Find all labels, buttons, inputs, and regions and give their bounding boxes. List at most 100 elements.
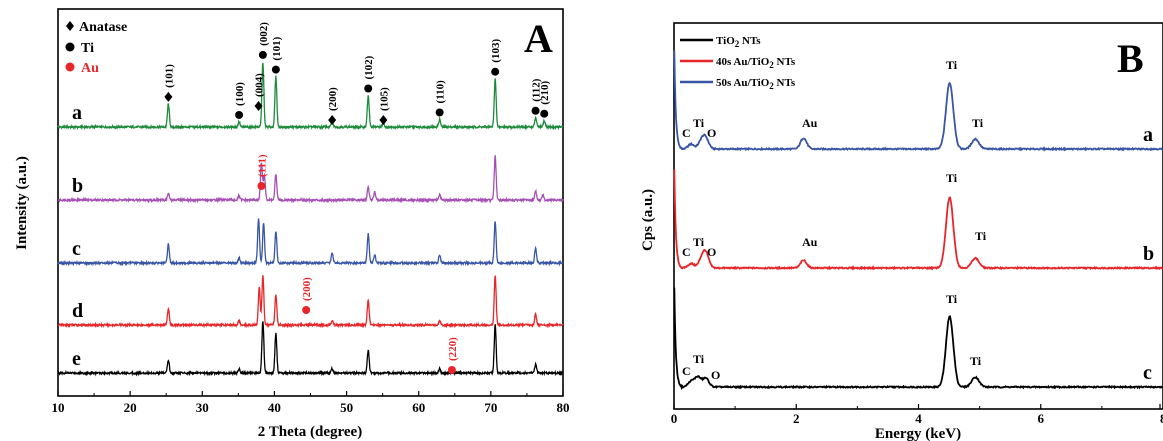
element-label: Ti [693, 352, 705, 366]
panel-a-letter: A [524, 16, 553, 61]
panel-a-ylabel: Intensity (a.u.) [14, 156, 30, 250]
element-label: Au [802, 235, 818, 249]
legend-anatase-label: Anatase [79, 20, 127, 35]
peak-label: (002) [258, 22, 270, 46]
peak-label: (200) [301, 277, 313, 301]
peak-marker-diamond [254, 101, 263, 111]
x-tick-label: 40 [268, 400, 281, 415]
legend-au-label: Au [81, 61, 99, 76]
x-tick-label: 8 [1160, 411, 1163, 426]
x-tick-label: 20 [124, 400, 137, 415]
panel-b-series: a b c [673, 50, 1163, 391]
xrd-curve-b [57, 155, 564, 204]
peak-marker-circle [271, 65, 280, 74]
xrd-curve-c [57, 218, 564, 267]
peak-label: (102) [363, 55, 375, 79]
panel-b-letter: B [1117, 36, 1144, 81]
eds-curve-label-c: c [1143, 362, 1152, 384]
panel-a-peak-annotations: (101)(100) (004)(002)(101)(200)(102)(105)… [163, 22, 551, 374]
xrd-curve-e [57, 321, 564, 377]
x-tick-label: 10 [52, 400, 65, 415]
legend-anatase-marker [66, 21, 74, 31]
xrd-curve-label-b: b [72, 175, 83, 197]
element-label: Ti [946, 58, 958, 72]
x-tick-label: 80 [557, 400, 570, 415]
panel-a-legend: Anatase Ti Au [65, 20, 127, 76]
xrd-curve-label-c: c [72, 238, 81, 260]
peak-marker-circle [364, 84, 373, 93]
eds-curve-label-b: b [1143, 243, 1154, 265]
element-label: O [707, 245, 716, 259]
element-label: Ti [970, 354, 982, 368]
panel-a-xlabel: 2 Theta (degree) [258, 424, 362, 440]
element-label: C [682, 245, 691, 259]
peak-marker-circle [302, 306, 311, 314]
xrd-curve-d [57, 275, 564, 329]
peak-marker-circle [447, 366, 456, 374]
legend-au-marker [65, 62, 75, 72]
eds-curve-label-a: a [1143, 124, 1153, 146]
element-label: Ti [972, 116, 984, 130]
element-label: O [711, 368, 720, 382]
peak-label: (101) [163, 64, 175, 88]
x-tick-label: 70 [484, 400, 497, 415]
element-label: Au [802, 116, 818, 130]
legend-ti-marker [65, 42, 75, 52]
peak-label: (105) [378, 87, 390, 111]
eds-curve-b [673, 169, 1163, 271]
x-tick-label: 0 [671, 411, 678, 426]
legend-tio2-label: TiO2 NTs [716, 35, 761, 49]
peak-label: (103) [490, 39, 502, 63]
panel-a-frame [57, 8, 564, 397]
element-label: Ti [693, 116, 705, 130]
peak-marker-circle [258, 50, 267, 59]
x-tick-label: 50 [340, 400, 353, 415]
element-label: O [707, 126, 716, 140]
x-tick-label: 2 [793, 411, 800, 426]
panel-b-x-ticks: 0 2 4 6 8 [671, 404, 1163, 426]
peak-label: (200) [327, 87, 339, 111]
peak-marker-circle [540, 109, 549, 118]
peak-marker-circle [257, 182, 266, 190]
peak-marker-circle [435, 108, 444, 117]
x-tick-label: 4 [915, 411, 922, 426]
peak-marker-diamond [379, 115, 388, 125]
element-label: Ti [946, 292, 958, 306]
peak-marker-diamond [164, 91, 173, 102]
peak-marker-circle [531, 106, 540, 115]
peak-label: (112) [531, 78, 543, 102]
x-tick-label: 30 [196, 400, 209, 415]
panel-b-xlabel: Energy (keV) [875, 426, 961, 441]
peak-marker-circle [235, 110, 244, 119]
peak-marker-circle [491, 67, 500, 76]
element-label: Ti [693, 235, 705, 249]
panel-b-ylabel: Cps (a.u.) [640, 189, 656, 251]
legend-ti-label: Ti [81, 41, 94, 56]
peak-label: (101) [271, 36, 283, 60]
x-tick-label: 60 [412, 400, 425, 415]
peak-label: (111) [256, 154, 268, 177]
xrd-curve-label-d: d [72, 300, 83, 322]
peak-label: (220) [447, 337, 459, 361]
peak-marker-diamond [328, 115, 337, 125]
peak-label: (004) [254, 73, 266, 97]
eds-curve-a [673, 50, 1163, 152]
xrd-curve-label-a: a [72, 102, 82, 124]
xrd-curve-label-e: e [72, 348, 81, 370]
peak-label: (100) [234, 82, 246, 106]
peak-label: (210) [539, 81, 551, 105]
eds-curve-c [673, 287, 1163, 391]
legend-50s-label: 50s Au/TiO2 NTs [716, 77, 796, 91]
peak-label: (110) [435, 80, 447, 104]
x-tick-label: 6 [1038, 411, 1045, 426]
panel-a-series: a b c d e [57, 62, 564, 377]
xrd-curve-a [57, 62, 564, 131]
element-label: C [682, 364, 691, 378]
panel-a: a b c d e 10 20 30 40 50 60 70 80 (101) (100) (004) (0… [14, 8, 570, 440]
element-label: Ti [975, 229, 987, 243]
element-label: C [682, 126, 691, 140]
legend-40s-label: 40s Au/TiO2 NTs [716, 56, 796, 70]
